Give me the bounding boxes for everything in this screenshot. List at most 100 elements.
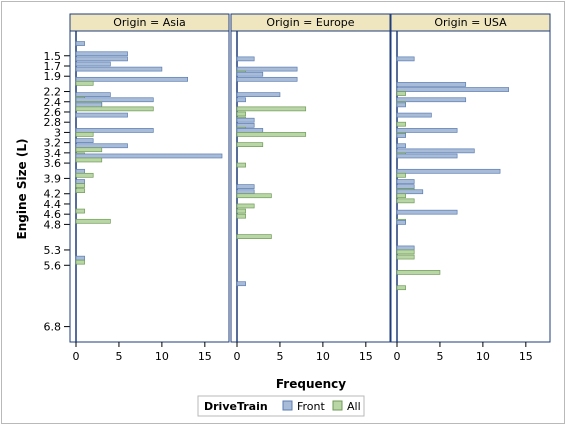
y-tick-label: 4.6: [44, 208, 62, 221]
bar-front: [236, 71, 264, 77]
bar-front: [75, 66, 163, 72]
y-tick-label: 3: [54, 126, 61, 139]
y-tick-label: 1.9: [44, 70, 62, 83]
bar-all: [396, 121, 406, 127]
bar-front: [396, 128, 458, 133]
panel-title: Origin = Europe: [266, 16, 354, 29]
bar-all: [236, 142, 264, 147]
bar-all: [75, 218, 111, 224]
bar-front: [236, 66, 298, 72]
bar-front: [236, 281, 246, 287]
bar-front: [75, 153, 223, 159]
x-tick-label: 0: [234, 350, 241, 363]
x-tick-label: 15: [198, 350, 212, 363]
bar-front: [236, 189, 255, 195]
bar-all: [236, 111, 246, 117]
bar-front: [236, 117, 255, 123]
bar-front: [396, 143, 406, 149]
bar-all: [75, 259, 85, 265]
bar-all: [236, 234, 272, 239]
legend: DriveTrain Front All: [197, 395, 365, 417]
bar-front: [75, 112, 128, 118]
x-tick-label: 10: [476, 350, 490, 363]
bar-all: [396, 254, 415, 260]
bar-all: [236, 132, 307, 137]
x-tick-label: 15: [359, 350, 373, 363]
bar-all: [75, 106, 154, 112]
bar-front: [396, 148, 475, 154]
legend-swatch-all: [332, 400, 343, 411]
bar-front: [396, 245, 415, 251]
legend-swatch-front: [282, 400, 293, 411]
bar-all: [75, 80, 94, 86]
bar-front: [75, 41, 85, 46]
x-tick-label: 0: [73, 350, 80, 363]
bar-front: [396, 168, 501, 174]
bar-front: [75, 97, 154, 103]
bar-front: [236, 184, 255, 189]
y-tick-label: 2.4: [44, 96, 62, 109]
bar-all: [236, 193, 272, 199]
bar-front: [396, 97, 467, 103]
bar-front: [236, 76, 298, 82]
bar-front: [396, 209, 458, 215]
bar-front: [396, 184, 415, 189]
bar-front: [236, 122, 255, 128]
y-tick-label: 4.2: [44, 188, 62, 201]
bar-all: [396, 270, 441, 275]
bar-front: [396, 56, 415, 62]
bar-front: [75, 179, 85, 184]
y-tick-label: 2.8: [44, 116, 62, 129]
bar-front: [396, 153, 458, 159]
x-tick-label: 10: [316, 350, 330, 363]
bar-all: [236, 208, 246, 214]
bar-all: [236, 203, 255, 209]
bar-all: [75, 183, 85, 188]
y-tick-label: 1.7: [44, 60, 62, 73]
bar-front: [75, 61, 111, 67]
bar-front: [236, 128, 264, 133]
legend-title: DriveTrain: [204, 400, 268, 413]
bar-front: [75, 138, 94, 143]
bar-front: [75, 92, 111, 98]
y-tick-label: 5.6: [44, 259, 62, 272]
bar-all: [396, 198, 415, 204]
bar-front: [75, 51, 128, 57]
y-tick-label: 1.5: [44, 50, 62, 63]
bar-front: [396, 82, 467, 87]
legend-label-front: Front: [297, 400, 326, 413]
y-tick-label: 3.9: [44, 172, 62, 185]
y-tick-label: 3.6: [44, 157, 62, 170]
bar-front: [396, 189, 424, 195]
bar-all: [75, 147, 103, 153]
x-tick-label: 10: [155, 350, 169, 363]
bar-front: [236, 56, 255, 62]
bar-all: [396, 172, 406, 178]
bar-all: [236, 213, 246, 219]
y-tick-label: 3.2: [44, 137, 62, 150]
bar-all: [396, 285, 406, 291]
y-tick-label: 2.6: [44, 106, 62, 119]
bar-all: [396, 193, 406, 199]
panel-plot-area: [390, 30, 551, 343]
bar-front: [75, 56, 128, 62]
x-tick-label: 5: [115, 350, 122, 363]
legend-label-all: All: [347, 400, 361, 413]
x-tick-label: 15: [519, 350, 533, 363]
y-tick-label: 3.4: [44, 147, 62, 160]
legend-box: [197, 395, 365, 417]
y-axis-title: Engine Size (L): [15, 139, 29, 240]
bar-front: [75, 128, 154, 133]
y-tick-label: 5.3: [44, 244, 62, 257]
y-tick-label: 2.2: [44, 86, 62, 99]
x-tick-label: 5: [436, 350, 443, 363]
bar-all: [75, 132, 94, 137]
panel-title: Origin = Asia: [113, 16, 186, 29]
bar-all: [75, 188, 85, 193]
bar-all: [236, 106, 307, 112]
bar-front: [75, 102, 103, 108]
bar-front: [396, 179, 415, 184]
bar-front: [75, 168, 85, 174]
bar-front: [236, 92, 281, 98]
